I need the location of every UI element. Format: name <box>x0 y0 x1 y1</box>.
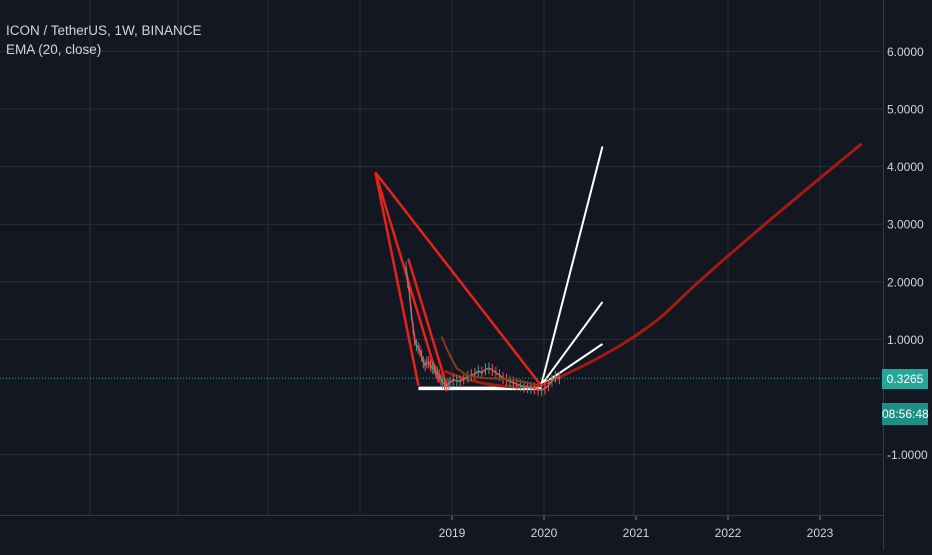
bar-countdown-label: 08:56:48 <box>882 403 929 425</box>
y-tick-label: 6.0000 <box>887 45 924 59</box>
current-price-label: 0.3265 <box>882 369 928 389</box>
series-layer <box>0 261 883 397</box>
indicator-legend[interactable]: EMA (20, close) <box>6 42 102 57</box>
y-tick-label: 2.0000 <box>887 275 924 289</box>
white-trend-line <box>540 343 604 387</box>
x-tick-label: 2019 <box>439 526 466 540</box>
symbol-title[interactable]: ICON / TetherUS, 1W, BINANCE <box>6 23 202 38</box>
chart-header: ICON / TetherUS, 1W, BINANCE EMA (20, cl… <box>6 21 202 59</box>
white-trend-line <box>540 301 604 387</box>
y-tick-label: 3.0000 <box>887 218 924 232</box>
y-tick-label: 4.0000 <box>887 160 924 174</box>
x-tick-label: 2020 <box>531 526 558 540</box>
y-tick-label: 5.0000 <box>887 103 924 117</box>
y-tick-label: -1.0000 <box>887 448 928 462</box>
parabolic-curve <box>443 142 863 389</box>
red-trend-line <box>374 172 420 386</box>
grid-layer <box>0 0 883 515</box>
white-trend-line <box>540 146 604 386</box>
y-tick-label: 1.0000 <box>887 333 924 347</box>
x-tick-label: 2023 <box>807 526 834 540</box>
red-trend-line <box>407 258 448 386</box>
x-tick-label: 2022 <box>715 526 742 540</box>
red-trend-line <box>374 171 543 387</box>
x-tick-label: 2021 <box>623 526 650 540</box>
ema-line <box>440 336 542 387</box>
